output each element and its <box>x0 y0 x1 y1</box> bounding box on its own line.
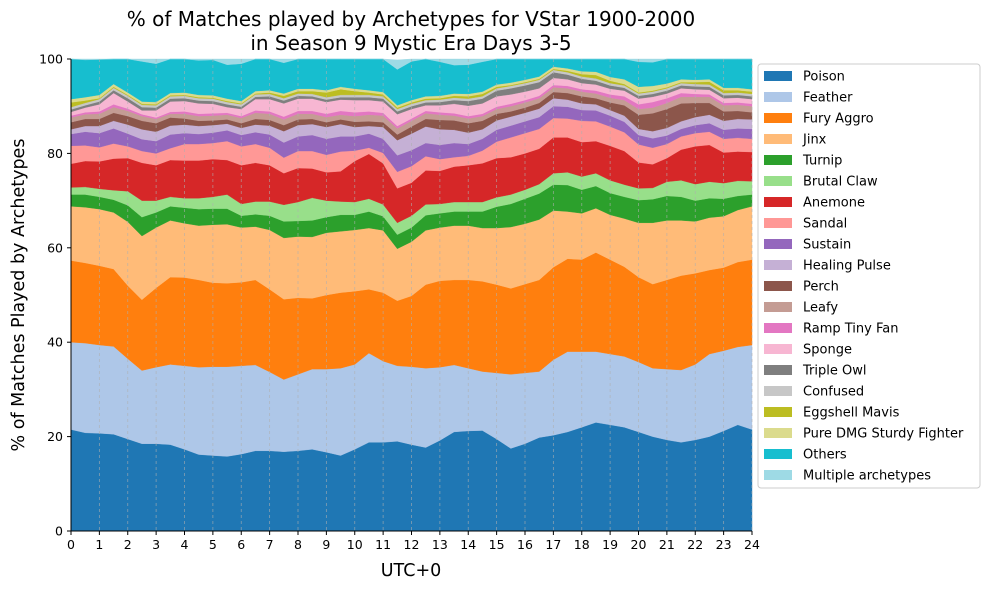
legend-label-sandal: Sandal <box>803 217 847 232</box>
legend-label-eggshell-mavis: Eggshell Mavis <box>803 406 900 421</box>
legend-label-turnip: Turnip <box>802 154 842 169</box>
y-tick-label: 40 <box>47 335 63 350</box>
legend-label-multiple-archetypes: Multiple archetypes <box>803 469 931 484</box>
x-tick-label: 9 <box>322 537 330 552</box>
y-tick-label: 0 <box>55 524 63 539</box>
x-tick-label: 2 <box>124 537 132 552</box>
legend-swatch-triple-owl <box>764 365 792 375</box>
y-tick-label: 60 <box>47 240 63 255</box>
legend-swatch-eggshell-mavis <box>764 407 792 417</box>
legend-label-perch: Perch <box>803 280 839 295</box>
y-tick-label: 80 <box>47 146 63 161</box>
x-tick-label: 3 <box>152 537 160 552</box>
legend-swatch-jinx <box>764 134 792 144</box>
x-tick-label: 12 <box>404 537 420 552</box>
legend-label-jinx: Jinx <box>802 133 827 148</box>
legend-label-brutal-claw: Brutal Claw <box>803 175 878 190</box>
legend-label-sustain: Sustain <box>803 238 851 253</box>
legend-label-ramp-tiny-fan: Ramp Tiny Fan <box>803 322 898 337</box>
legend-label-anemone: Anemone <box>803 196 865 211</box>
x-tick-label: 11 <box>375 537 391 552</box>
legend-swatch-brutal-claw <box>764 176 792 186</box>
legend-swatch-sustain <box>764 239 792 249</box>
x-tick-label: 5 <box>209 537 217 552</box>
legend-label-others: Others <box>803 448 847 463</box>
legend-swatch-pure-dmg-sturdy-fighter <box>764 428 792 438</box>
legend-label-triple-owl: Triple Owl <box>802 364 866 379</box>
legend-swatch-poison <box>764 71 792 81</box>
y-axis-label: % of Matches Played by Archetypes <box>9 139 29 452</box>
x-tick-label: 16 <box>517 537 533 552</box>
y-tick-label: 20 <box>47 429 63 444</box>
legend-swatch-leafy <box>764 302 792 312</box>
x-tick-label: 8 <box>294 537 302 552</box>
y-tick-label: 100 <box>39 52 63 67</box>
legend-swatch-perch <box>764 281 792 291</box>
x-tick-label: 18 <box>574 537 590 552</box>
x-axis-label: UTC+0 <box>381 561 442 581</box>
legend-swatch-sponge <box>764 344 792 354</box>
x-tick-label: 23 <box>716 537 732 552</box>
legend-swatch-sandal <box>764 218 792 228</box>
legend-swatch-multiple-archetypes <box>764 470 792 480</box>
x-tick-label: 24 <box>744 537 760 552</box>
x-tick-label: 1 <box>95 537 103 552</box>
legend-label-poison: Poison <box>803 70 845 85</box>
legend-swatch-others <box>764 449 792 459</box>
legend-label-sponge: Sponge <box>803 343 852 358</box>
y-axis-ticks: 0 20 40 60 80 100 <box>39 52 71 539</box>
legend-swatch-anemone <box>764 197 792 207</box>
x-tick-label: 15 <box>489 537 505 552</box>
legend-label-fury-aggro: Fury Aggro <box>803 112 874 127</box>
x-tick-label: 21 <box>659 537 675 552</box>
legend-label-leafy: Leafy <box>803 301 838 316</box>
legend-label-confused: Confused <box>803 385 864 400</box>
x-tick-label: 4 <box>181 537 189 552</box>
x-tick-label: 20 <box>631 537 647 552</box>
legend-swatch-ramp-tiny-fan <box>764 323 792 333</box>
legend-swatch-turnip <box>764 155 792 165</box>
x-tick-label: 6 <box>237 537 245 552</box>
x-tick-label: 0 <box>67 537 75 552</box>
x-tick-label: 13 <box>432 537 448 552</box>
x-tick-label: 7 <box>266 537 274 552</box>
x-tick-label: 22 <box>687 537 703 552</box>
x-axis-ticks: 0 1 2 3 4 5 6 7 8 9 10 11 12 13 14 15 16 17 18 19 20 21 22 23 24 <box>67 531 760 552</box>
x-tick-label: 10 <box>347 537 363 552</box>
x-tick-label: 19 <box>602 537 618 552</box>
legend-frame <box>757 63 981 489</box>
legend-swatch-healing-pulse <box>764 260 792 270</box>
x-tick-label: 17 <box>545 537 561 552</box>
legend-label-pure-dmg-sturdy-fighter: Pure DMG Sturdy Fighter <box>803 427 964 442</box>
chart-title-line-1: % of Matches played by Archetypes for VS… <box>127 7 696 31</box>
legend-swatch-confused <box>764 386 792 396</box>
chart-title-line-2: in Season 9 Mystic Era Days 3-5 <box>250 31 571 55</box>
legend-label-feather: Feather <box>803 91 853 106</box>
vertical-grid <box>70 59 753 531</box>
legend: Poison Feather Fury Aggro Jinx Turnip Brutal … <box>757 63 981 489</box>
legend-label-healing-pulse: Healing Pulse <box>803 259 891 274</box>
x-tick-label: 14 <box>460 537 476 552</box>
legend-swatch-fury-aggro <box>764 113 792 123</box>
legend-swatch-feather <box>764 92 792 102</box>
